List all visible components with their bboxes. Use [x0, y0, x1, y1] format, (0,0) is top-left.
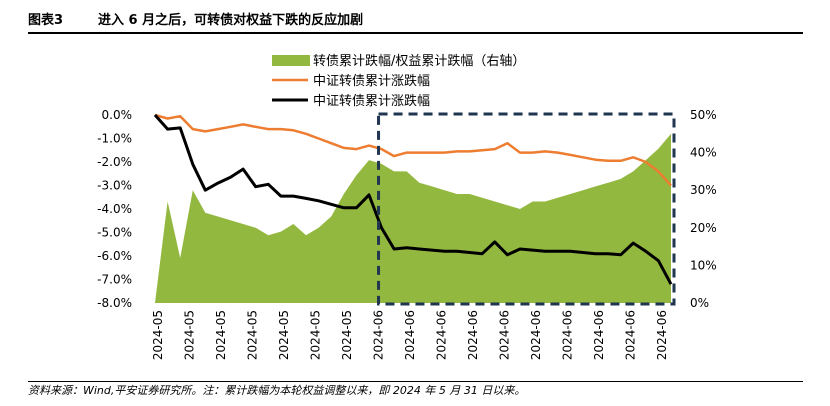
left-axis-tick: -5.0% — [97, 226, 132, 240]
left-axis-tick: -1.0% — [97, 132, 132, 146]
source-rule — [28, 381, 803, 382]
x-axis-tick: 2024-06 — [592, 310, 606, 360]
legend-label: 中证转债累计涨跌幅 — [313, 73, 430, 89]
figure-caption: 进入 6 月之后，可转债对权益下跌的反应加剧 — [98, 13, 364, 28]
x-axis-tick: 2024-06 — [498, 310, 512, 360]
x-axis-tick: 2024-05 — [277, 310, 291, 360]
x-axis-tick: 2024-06 — [624, 310, 638, 360]
left-axis-tick: -2.0% — [97, 155, 132, 169]
x-axis-tick: 2024-06 — [403, 310, 417, 360]
x-axis-tick: 2024-05 — [246, 310, 260, 360]
right-axis-tick: 30% — [690, 183, 717, 197]
x-axis-tick: 2024-05 — [183, 310, 197, 360]
legend-label: 转债累计跌幅/权益累计跌幅（右轴） — [313, 53, 525, 69]
x-axis-tick: 2024-05 — [214, 310, 228, 360]
right-axis-tick: 20% — [690, 221, 717, 235]
left-axis-tick: -8.0% — [97, 296, 132, 310]
line-layer — [153, 113, 673, 285]
x-axis-tick: 2024-06 — [435, 310, 449, 360]
right-axis-tick: 40% — [690, 146, 717, 160]
figure-title: 图表3 进入 6 月之后，可转债对权益下跌的反应加剧 — [28, 10, 803, 32]
x-axis-tick: 2024-05 — [340, 310, 354, 360]
x-axis-tick: 2024-06 — [372, 310, 386, 360]
x-axis-tick: 2024-06 — [529, 310, 543, 360]
series-line-2 — [153, 114, 673, 285]
legend-swatch-area — [272, 55, 310, 66]
right-axis-tick: 50% — [690, 108, 717, 122]
right-axis-tick: 0% — [690, 296, 709, 310]
highlight-box — [377, 112, 676, 306]
axis-layer: 0.0% -1.0% -2.0% -3.0% -4.0% -5.0% -6.0% -7.0% -… — [97, 108, 717, 360]
left-axis-tick: -4.0% — [97, 202, 132, 216]
x-axis-tick: 2024-06 — [655, 310, 669, 360]
title-rule — [28, 32, 803, 34]
area-layer — [155, 133, 671, 303]
figure-number: 图表3 — [28, 13, 64, 28]
left-axis-tick: -6.0% — [97, 249, 132, 263]
legend-label: 中证转债累计涨跌幅 — [313, 93, 430, 109]
right-axis-tick: 10% — [690, 258, 717, 272]
left-axis-tick: -7.0% — [97, 273, 132, 287]
left-axis-tick: 0.0% — [102, 108, 133, 122]
series-area-0 — [155, 133, 671, 303]
x-axis-tick: 2024-06 — [466, 310, 480, 360]
x-axis-tick: 2024-05 — [309, 310, 323, 360]
source-note: 资料来源：Wind,平安证券研究所。注：累计跌幅为本轮权益调整以来，即 2024… — [28, 384, 526, 397]
left-axis-tick: -3.0% — [97, 179, 132, 193]
x-axis-tick: 2024-06 — [561, 310, 575, 360]
series-line-1 — [154, 113, 672, 187]
x-axis-tick: 2024-05 — [151, 310, 165, 360]
